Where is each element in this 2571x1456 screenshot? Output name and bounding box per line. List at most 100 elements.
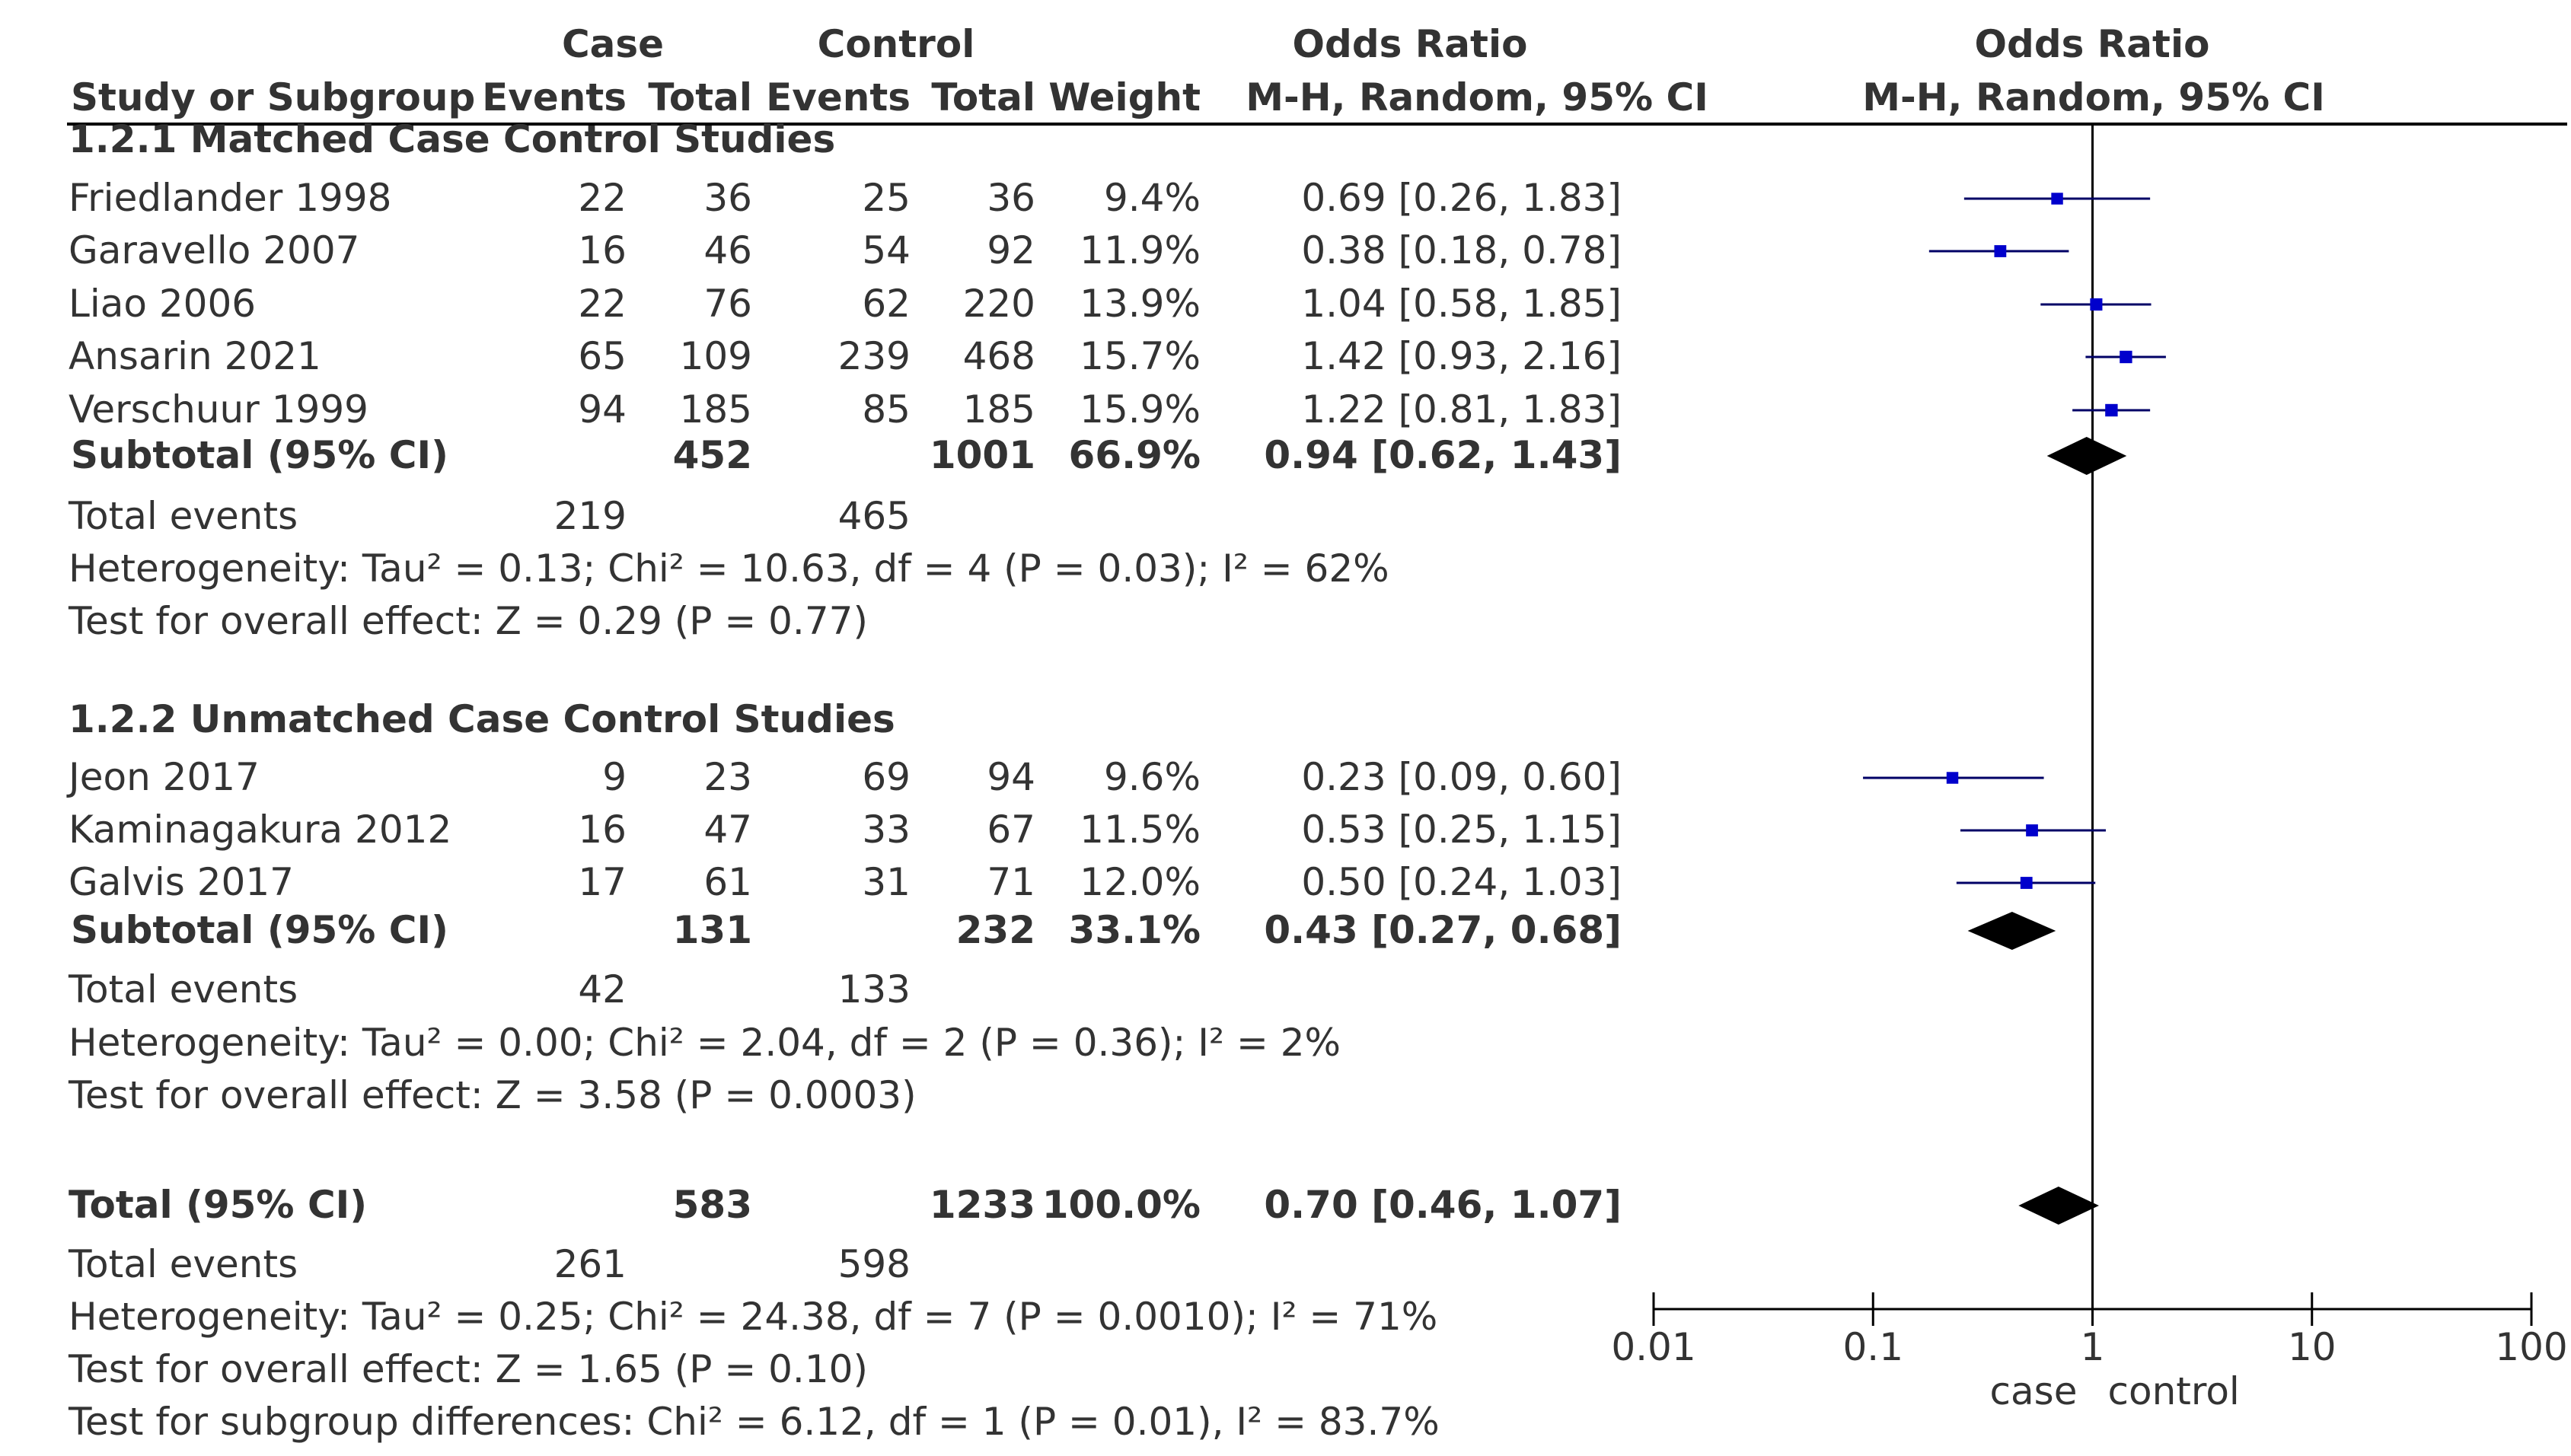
case-events-cell: 22: [578, 282, 627, 326]
total-events-label: Total events: [68, 967, 298, 1012]
control-total-cell: 220: [963, 282, 1035, 326]
subtotal-ci: 0.43 [0.27, 0.68]: [1264, 908, 1622, 952]
control-total-cell: 67: [987, 808, 1035, 852]
subtotal-label: Subtotal (95% CI): [71, 908, 448, 952]
header-case-group: Case: [562, 22, 664, 66]
total-events-label: Total events: [68, 1242, 298, 1286]
odds-ratio-ci-cell: 0.69 [0.26, 1.83]: [1301, 176, 1622, 220]
total-events-label: Total events: [68, 494, 298, 538]
subtotal-weight: 33.1%: [1069, 908, 1201, 952]
subtotal-case-total: 452: [673, 433, 752, 477]
point-estimate-marker: [2051, 193, 2063, 205]
control-events-cell: 62: [862, 282, 911, 326]
weight-cell: 13.9%: [1080, 282, 1201, 326]
header-plot-title: Odds Ratio: [1975, 22, 2210, 66]
subtotal-control-total: 232: [956, 908, 1035, 952]
study-name: Ansarin 2021: [69, 334, 321, 378]
weight-cell: 11.5%: [1080, 808, 1201, 852]
case-total-cell: 109: [680, 334, 752, 378]
control-events-cell: 239: [838, 334, 911, 378]
total-events-control: 598: [838, 1242, 911, 1286]
point-estimate-marker: [2026, 824, 2038, 836]
odds-ratio-ci-cell: 0.38 [0.18, 0.78]: [1301, 228, 1622, 272]
subgroup-differences-text: Test for subgroup differences: Chi² = 6.…: [68, 1400, 1440, 1444]
control-total-cell: 185: [963, 387, 1035, 432]
case-events-cell: 16: [578, 228, 627, 272]
subtotal-label: Subtotal (95% CI): [71, 433, 448, 477]
case-total-cell: 23: [703, 755, 752, 799]
control-events-cell: 31: [862, 860, 911, 904]
control-events-cell: 85: [862, 387, 911, 432]
odds-ratio-ci-cell: 0.50 [0.24, 1.03]: [1301, 860, 1622, 904]
header-or-group: Odds Ratio: [1293, 22, 1528, 66]
total-diamond: [2018, 1187, 2099, 1225]
case-total-cell: 36: [703, 176, 752, 220]
odds-ratio-ci-cell: 0.53 [0.25, 1.15]: [1301, 808, 1622, 852]
x-tick-label: 10: [2288, 1325, 2337, 1369]
total-events-control: 133: [838, 967, 911, 1012]
case-events-cell: 94: [578, 387, 627, 432]
heterogeneity-text: Heterogeneity: Tau² = 0.25; Chi² = 24.38…: [69, 1295, 1437, 1339]
heterogeneity-text: Heterogeneity: Tau² = 0.00; Chi² = 2.04,…: [69, 1021, 1341, 1065]
subtotal-ci: 0.94 [0.62, 1.43]: [1264, 433, 1622, 477]
total-weight: 100.0%: [1042, 1183, 1201, 1227]
heterogeneity-text: Heterogeneity: Tau² = 0.13; Chi² = 10.63…: [69, 546, 1389, 591]
total-case-total: 583: [673, 1183, 752, 1227]
control-events-cell: 25: [862, 176, 911, 220]
x-tick-label: 0.1: [1842, 1325, 1903, 1369]
case-total-cell: 185: [680, 387, 752, 432]
axis-favours-control: control: [2108, 1369, 2240, 1413]
case-total-cell: 46: [703, 228, 752, 272]
subtotal-case-total: 131: [673, 908, 752, 952]
odds-ratio-ci-cell: 1.04 [0.58, 1.85]: [1301, 282, 1622, 326]
weight-cell: 15.7%: [1080, 334, 1201, 378]
study-name: Verschuur 1999: [69, 387, 368, 432]
point-estimate-marker: [2090, 298, 2103, 311]
total-events-case: 261: [554, 1242, 627, 1286]
control-total-cell: 36: [987, 176, 1035, 220]
odds-ratio-ci-cell: 1.42 [0.93, 2.16]: [1301, 334, 1622, 378]
header-study-col: Study or Subgroup: [71, 75, 475, 119]
total-events-case: 219: [554, 494, 627, 538]
control-events-cell: 69: [862, 755, 911, 799]
study-name: Garavello 2007: [69, 228, 359, 272]
total-control-total: 1233: [930, 1183, 1035, 1227]
weight-cell: 9.6%: [1104, 755, 1201, 799]
header-control-events: Events: [766, 75, 911, 119]
header-control-group: Control: [818, 22, 975, 66]
point-estimate-marker: [2120, 350, 2132, 364]
weight-cell: 15.9%: [1080, 387, 1201, 432]
case-events-cell: 17: [578, 860, 627, 904]
total-events-control: 465: [838, 494, 911, 538]
study-name: Liao 2006: [69, 282, 256, 326]
weight-cell: 9.4%: [1104, 176, 1201, 220]
weight-cell: 11.9%: [1080, 228, 1201, 272]
header-or-method: M-H, Random, 95% CI: [1246, 75, 1708, 119]
case-total-cell: 47: [703, 808, 752, 852]
total-label: Total (95% CI): [69, 1183, 367, 1227]
header-control-total: Total: [931, 75, 1035, 119]
overall-effect-text: Test for overall effect: Z = 0.29 (P = 0…: [68, 599, 868, 643]
header-weight: Weight: [1048, 75, 1201, 119]
subgroup-title: 1.2.2 Unmatched Case Control Studies: [69, 697, 895, 741]
case-events-cell: 16: [578, 808, 627, 852]
overall-effect-text: Test for overall effect: Z = 3.58 (P = 0…: [68, 1073, 917, 1117]
control-events-cell: 33: [862, 808, 911, 852]
case-total-cell: 61: [703, 860, 752, 904]
case-events-cell: 22: [578, 176, 627, 220]
point-estimate-marker: [1994, 245, 2007, 257]
point-estimate-marker: [2105, 403, 2118, 417]
study-name: Jeon 2017: [66, 755, 260, 799]
control-total-cell: 92: [987, 228, 1035, 272]
study-name: Kaminagakura 2012: [69, 808, 451, 852]
point-estimate-marker: [2020, 877, 2033, 889]
control-total-cell: 71: [987, 860, 1035, 904]
header-plot-method: M-H, Random, 95% CI: [1862, 75, 2325, 119]
case-events-cell: 9: [602, 755, 627, 799]
point-estimate-marker: [1946, 772, 1959, 784]
x-tick-label: 100: [2495, 1325, 2567, 1369]
case-total-cell: 76: [703, 282, 752, 326]
axis-favours-case: case: [1990, 1369, 2078, 1413]
header-case-total: Total: [648, 75, 752, 119]
